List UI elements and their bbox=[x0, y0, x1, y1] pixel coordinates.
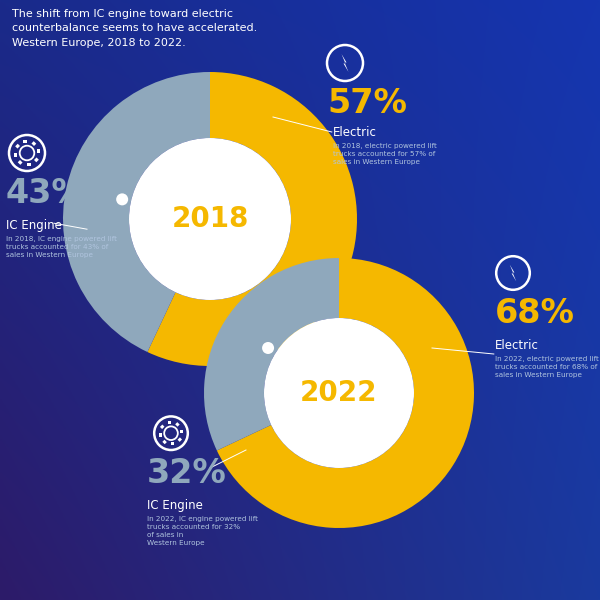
Text: Electric: Electric bbox=[495, 339, 539, 352]
Polygon shape bbox=[510, 265, 516, 281]
Text: IC Engine: IC Engine bbox=[6, 219, 62, 232]
Polygon shape bbox=[178, 437, 182, 442]
Text: 2018: 2018 bbox=[172, 205, 248, 233]
Polygon shape bbox=[160, 425, 164, 429]
Text: In 2018, IC engine powered lift
trucks accounted for 43% of
sales in Western Eur: In 2018, IC engine powered lift trucks a… bbox=[6, 236, 117, 258]
Text: 32%: 32% bbox=[147, 457, 227, 490]
Polygon shape bbox=[167, 421, 171, 424]
Text: 68%: 68% bbox=[495, 297, 575, 330]
Polygon shape bbox=[31, 141, 36, 146]
Text: In 2022, IC engine powered lift
trucks accounted for 32%
of sales in
Western Eur: In 2022, IC engine powered lift trucks a… bbox=[147, 516, 258, 546]
Polygon shape bbox=[14, 153, 17, 157]
Wedge shape bbox=[63, 72, 210, 352]
Text: 2022: 2022 bbox=[300, 379, 378, 407]
Polygon shape bbox=[180, 430, 183, 433]
Text: The shift from IC engine toward electric
counterbalance seems to have accelerate: The shift from IC engine toward electric… bbox=[12, 9, 257, 48]
Polygon shape bbox=[34, 157, 39, 162]
Polygon shape bbox=[163, 440, 167, 444]
Text: In 2022, electric powered lift
trucks accounted for 68% of
sales in Western Euro: In 2022, electric powered lift trucks ac… bbox=[495, 356, 599, 378]
Wedge shape bbox=[217, 258, 474, 528]
Polygon shape bbox=[171, 442, 175, 445]
Wedge shape bbox=[204, 258, 339, 451]
Circle shape bbox=[116, 193, 128, 205]
Wedge shape bbox=[148, 72, 357, 366]
Polygon shape bbox=[159, 433, 162, 437]
Text: 43%: 43% bbox=[6, 177, 86, 210]
Polygon shape bbox=[341, 54, 349, 72]
Text: 57%: 57% bbox=[327, 87, 407, 120]
Polygon shape bbox=[15, 144, 20, 149]
Polygon shape bbox=[37, 149, 40, 153]
Polygon shape bbox=[27, 163, 31, 166]
Circle shape bbox=[264, 318, 414, 468]
Polygon shape bbox=[23, 140, 27, 143]
Circle shape bbox=[129, 138, 291, 300]
Polygon shape bbox=[175, 422, 179, 427]
Text: Electric: Electric bbox=[333, 126, 377, 139]
Text: IC Engine: IC Engine bbox=[147, 499, 203, 512]
Circle shape bbox=[262, 342, 274, 354]
Polygon shape bbox=[18, 160, 23, 165]
Text: In 2018, electric powered lift
trucks accounted for 57% of
sales in Western Euro: In 2018, electric powered lift trucks ac… bbox=[333, 143, 437, 165]
